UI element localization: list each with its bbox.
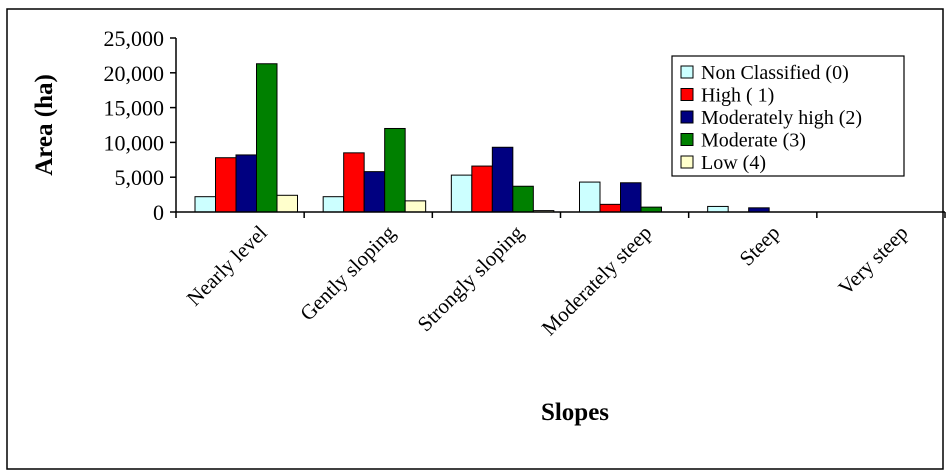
legend-swatch — [680, 110, 694, 124]
bar — [276, 194, 298, 213]
bar — [384, 127, 406, 213]
legend-label: Moderately high (2) — [701, 107, 862, 129]
bar — [343, 152, 365, 213]
bar — [450, 174, 473, 213]
y-tick-label: 15,000 — [104, 96, 165, 121]
y-tick-label: 20,000 — [104, 61, 165, 86]
bar — [512, 185, 534, 213]
bar — [599, 203, 621, 213]
bar — [194, 196, 216, 213]
bar — [404, 200, 427, 213]
legend-box — [671, 55, 905, 177]
bar — [579, 181, 601, 213]
legend-swatch — [680, 88, 694, 101]
legend: Non Classified (0)High ( 1)Moderately hi… — [671, 55, 905, 177]
legend-label: Moderate (3) — [701, 130, 806, 152]
legend-label: Non Classified (0) — [701, 62, 849, 84]
legend-swatch — [680, 133, 694, 146]
y-tick-label: 5,000 — [115, 165, 165, 190]
bar — [707, 205, 729, 213]
bar — [620, 182, 642, 213]
legend-label: Low (4) — [701, 152, 766, 174]
y-axis-title: Area (ha) — [31, 74, 58, 176]
legend-label: High ( 1) — [701, 85, 774, 107]
bar — [235, 154, 257, 213]
bar — [471, 165, 493, 213]
legend-swatch — [680, 155, 694, 169]
x-axis-title: Slopes — [541, 399, 609, 426]
bar — [256, 63, 278, 213]
bar — [322, 196, 345, 213]
bar — [215, 157, 237, 213]
bar — [363, 171, 386, 213]
y-tick-label: 0 — [153, 200, 164, 225]
y-tick-label: 10,000 — [104, 130, 165, 155]
legend-swatch — [680, 65, 694, 79]
bar — [491, 146, 514, 213]
y-tick-label: 25,000 — [104, 26, 165, 51]
